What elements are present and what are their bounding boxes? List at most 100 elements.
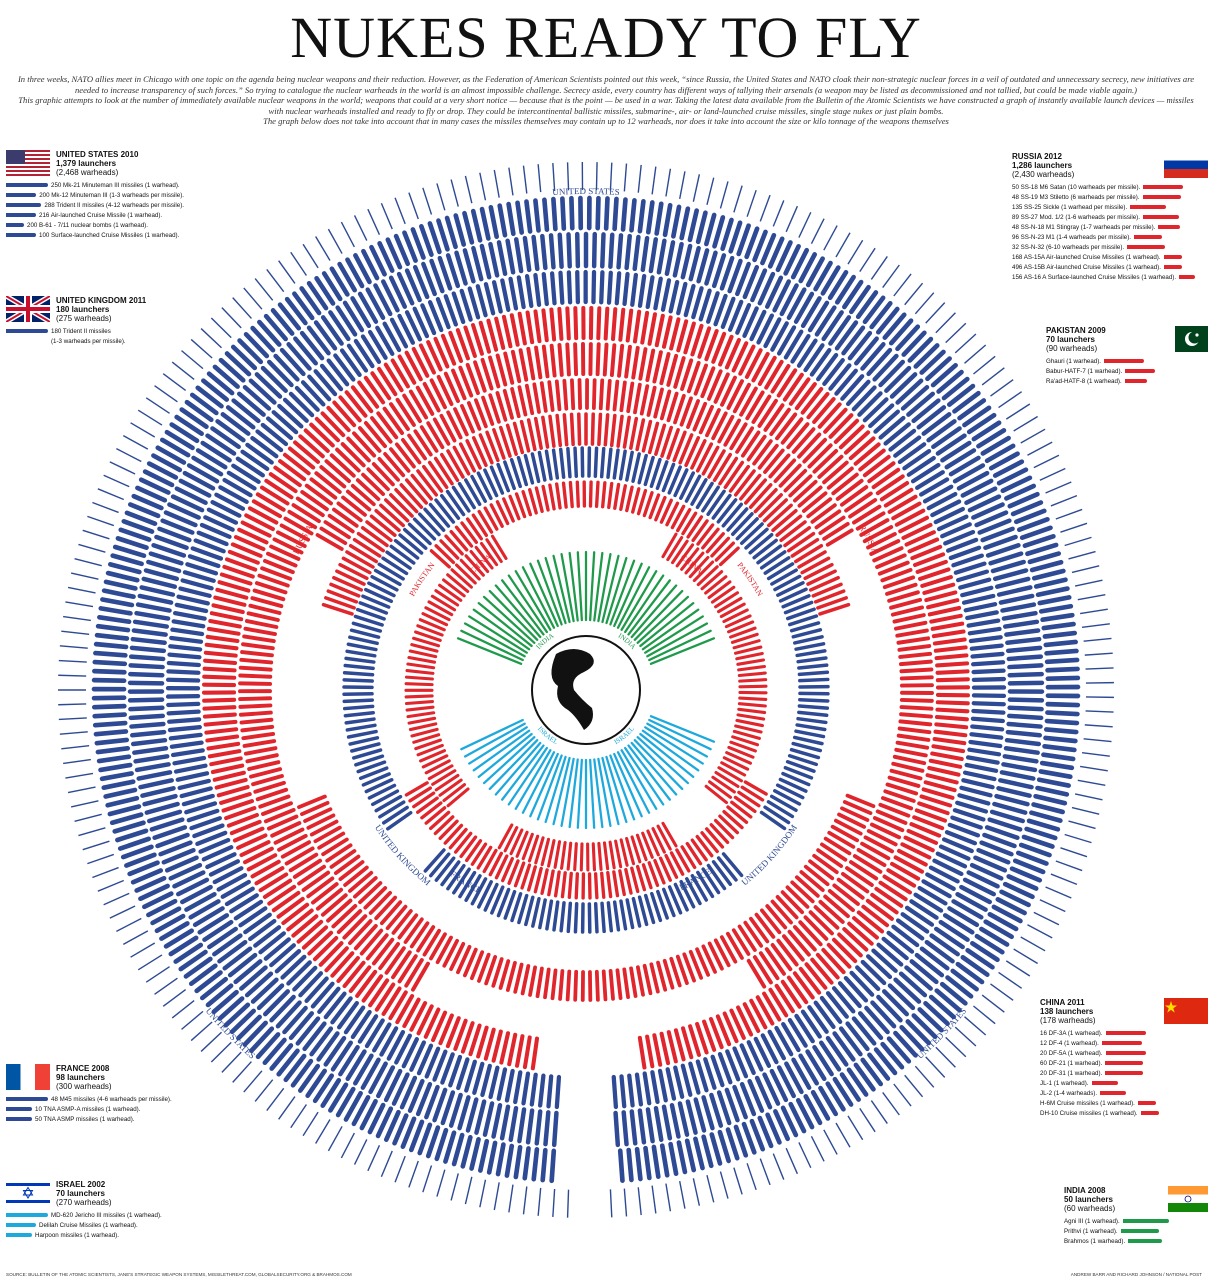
missile-mark — [178, 478, 212, 498]
missile-mark — [107, 561, 142, 575]
missile-mark — [82, 529, 110, 540]
missile-mark — [205, 734, 240, 743]
missile-mark — [936, 514, 969, 532]
missile-ring — [201, 305, 971, 1071]
missile-mark — [429, 378, 447, 410]
missile-mark — [427, 221, 442, 255]
missile-mark — [786, 287, 807, 320]
missile-mark — [619, 380, 627, 413]
missile-mark — [319, 363, 344, 392]
missile-mark — [188, 963, 218, 987]
missile-mark — [391, 1072, 410, 1106]
missile-mark — [376, 1065, 396, 1099]
missile-mark — [700, 570, 724, 591]
missile-mark — [219, 792, 252, 805]
missile-mark — [645, 348, 656, 382]
missile-mark — [120, 844, 154, 860]
missile-mark — [442, 578, 466, 598]
missile-mark — [631, 487, 641, 514]
weapon-item: Brahmos (1 warhead). — [1064, 1236, 1208, 1246]
missile-mark — [807, 443, 833, 469]
missile-mark — [297, 794, 327, 810]
missile-mark — [938, 919, 970, 942]
missile-mark — [353, 215, 368, 241]
missile-mark — [744, 527, 769, 550]
missile-mark — [676, 1140, 688, 1175]
missile-mark — [842, 927, 869, 952]
missile-mark — [319, 465, 347, 489]
missile-mark — [535, 966, 544, 999]
missile-mark — [656, 960, 668, 992]
missile-mark — [299, 286, 322, 316]
missile-mark — [624, 867, 633, 895]
missile-mark — [895, 740, 930, 750]
missile-mark — [551, 1110, 559, 1148]
missile-mark — [317, 986, 341, 1014]
missile-mark — [562, 378, 569, 411]
missile-mark — [293, 440, 320, 464]
missile-mark — [854, 336, 879, 366]
missile-mark — [910, 462, 941, 484]
missile-mark — [227, 549, 260, 565]
missile-mark — [788, 614, 819, 627]
missile-mark — [742, 1002, 761, 1033]
missile-mark — [459, 404, 475, 434]
missile-mark — [536, 754, 563, 821]
label-united-kingdom: UNITED KINGDOM — [373, 823, 433, 888]
missile-mark — [383, 362, 404, 393]
missile-mark — [736, 223, 751, 257]
missile-mark — [498, 425, 512, 458]
missile-mark — [342, 960, 366, 989]
missile-mark — [707, 580, 732, 600]
missile-mark — [893, 1030, 918, 1058]
missile-mark — [853, 1062, 876, 1092]
missile-mark — [643, 893, 656, 925]
missile-mark — [451, 291, 466, 325]
missile-mark — [94, 737, 130, 746]
missile-mark — [178, 949, 208, 972]
missile-mark — [432, 1087, 448, 1123]
missile-mark — [798, 1142, 812, 1169]
missile-mark — [814, 509, 842, 530]
missile-mark — [450, 1173, 459, 1201]
missile-mark — [343, 710, 375, 718]
pakistan-flag-icon — [1164, 326, 1208, 352]
missile-mark — [200, 328, 222, 349]
missile-mark — [254, 278, 274, 301]
missile-mark — [63, 758, 91, 765]
missile-mark — [418, 343, 436, 375]
missile-mark — [209, 611, 244, 622]
missile-mark — [558, 969, 565, 1001]
missile-mark — [931, 629, 966, 639]
missile-mark — [766, 562, 795, 581]
missile-mark — [404, 268, 422, 303]
missile-mark — [549, 271, 557, 306]
missile-mark — [353, 1139, 368, 1165]
missile-mark — [472, 1061, 485, 1095]
missile-mark — [396, 271, 415, 306]
missile-mark — [488, 851, 504, 877]
missile-mark — [960, 585, 994, 598]
missile-mark — [232, 1061, 252, 1083]
missile-mark — [91, 703, 127, 710]
missile-mark — [773, 789, 802, 806]
missile-mark — [1033, 793, 1068, 806]
missile-mark — [328, 310, 351, 342]
missile-mark — [360, 334, 382, 364]
missile-mark — [67, 586, 96, 594]
missile-mark — [199, 976, 229, 1001]
missile-mark — [179, 786, 213, 799]
missile-ring — [497, 821, 678, 872]
missile-mark — [875, 306, 900, 335]
missile-mark — [832, 1031, 856, 1062]
missile-mark — [392, 1113, 409, 1146]
weapon-item: Ghauri (1 warhead). — [1046, 356, 1208, 366]
missile-mark — [919, 794, 953, 808]
missile-mark — [600, 232, 606, 269]
missile-mark — [471, 436, 488, 468]
missile-mark — [709, 1092, 724, 1128]
missile-mark — [434, 498, 456, 524]
missile-mark — [955, 569, 990, 583]
missile-mark — [133, 754, 170, 764]
missile-mark — [531, 234, 540, 272]
